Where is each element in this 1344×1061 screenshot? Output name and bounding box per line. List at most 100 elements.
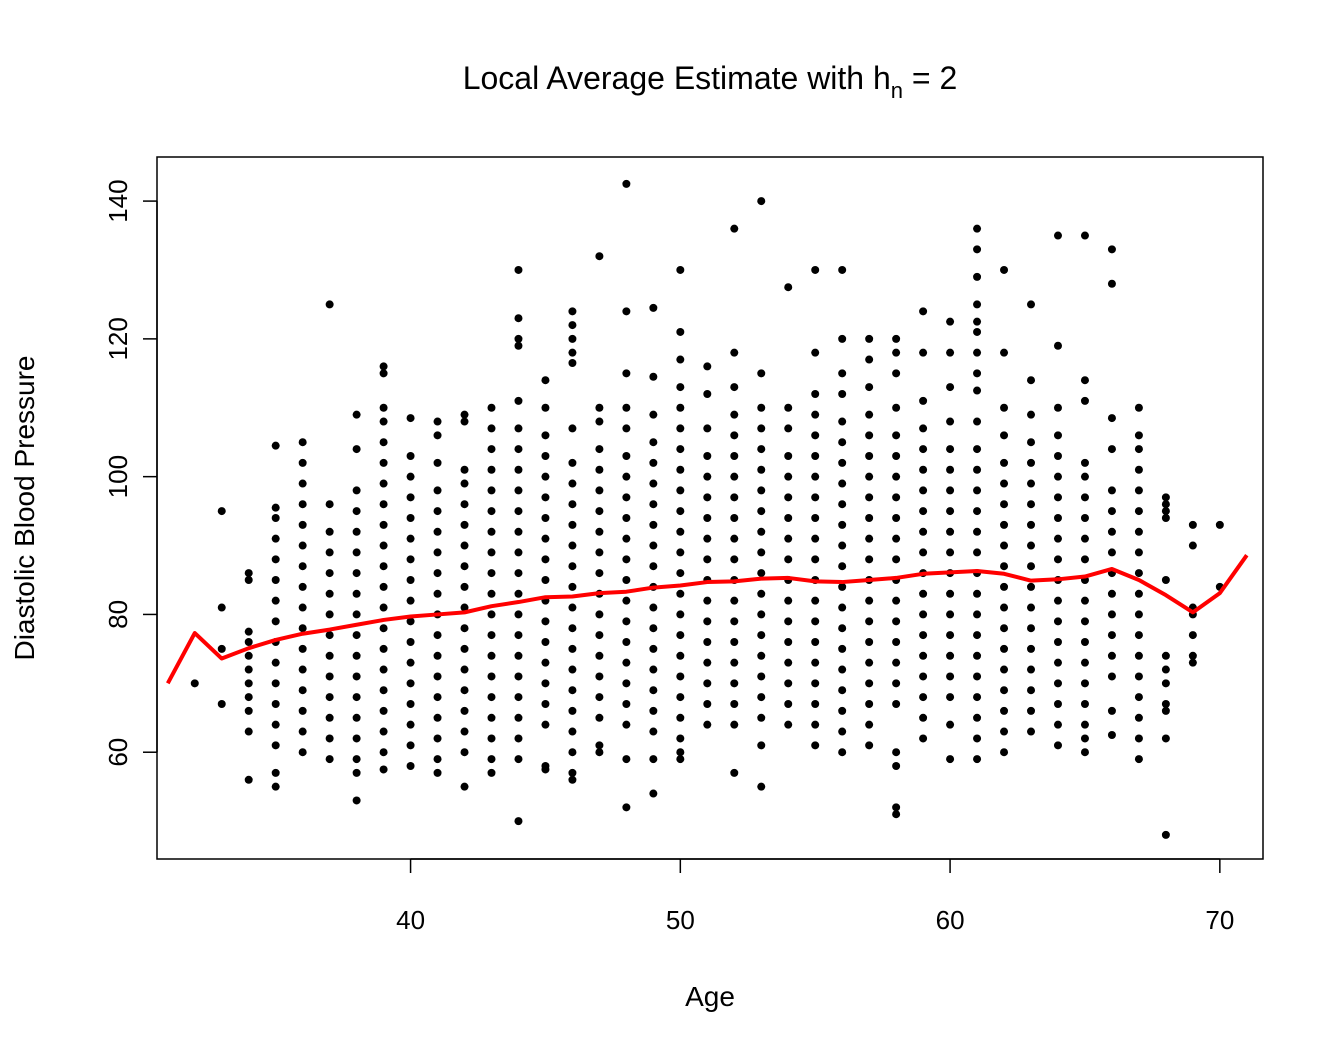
data-point	[487, 569, 496, 578]
data-point	[244, 637, 253, 646]
data-point	[514, 424, 523, 433]
data-point	[1107, 672, 1116, 681]
data-point	[244, 693, 253, 702]
data-point	[298, 748, 307, 757]
data-point	[568, 706, 577, 715]
data-point	[865, 720, 874, 729]
data-point	[1053, 472, 1062, 481]
data-point	[1000, 582, 1009, 591]
data-point	[1080, 534, 1089, 543]
data-point	[1027, 520, 1036, 529]
data-point	[784, 283, 793, 292]
data-point	[1134, 734, 1143, 743]
data-point	[325, 734, 334, 743]
data-point	[730, 617, 739, 626]
data-point	[676, 651, 685, 660]
data-point	[811, 699, 820, 708]
data-point	[595, 672, 604, 681]
data-point	[784, 720, 793, 729]
data-point	[406, 761, 415, 770]
data-point	[1107, 486, 1116, 495]
data-point	[1080, 617, 1089, 626]
data-point	[973, 348, 982, 357]
data-point	[1080, 493, 1089, 502]
data-point	[514, 396, 523, 405]
data-point	[514, 569, 523, 578]
data-point	[379, 479, 388, 488]
data-point	[730, 555, 739, 564]
data-point	[676, 355, 685, 364]
data-point	[757, 782, 766, 791]
data-point	[973, 507, 982, 516]
data-point	[541, 403, 550, 412]
data-point	[1000, 431, 1009, 440]
data-point	[460, 603, 469, 612]
data-point	[892, 534, 901, 543]
data-point	[865, 596, 874, 605]
data-point	[919, 672, 928, 681]
data-point	[757, 486, 766, 495]
data-point	[730, 410, 739, 419]
data-point	[352, 651, 361, 660]
data-point	[433, 768, 442, 777]
data-point	[703, 637, 712, 646]
data-point	[406, 679, 415, 688]
data-point	[892, 748, 901, 757]
data-point	[298, 727, 307, 736]
data-point	[622, 555, 631, 564]
data-point	[460, 582, 469, 591]
data-point	[784, 451, 793, 460]
data-point	[406, 720, 415, 729]
data-point	[757, 693, 766, 702]
data-point	[1134, 672, 1143, 681]
data-point	[865, 410, 874, 419]
data-point	[595, 252, 604, 261]
data-point	[406, 493, 415, 502]
data-point	[676, 265, 685, 274]
data-point	[865, 637, 874, 646]
data-point	[1134, 693, 1143, 702]
data-point	[730, 472, 739, 481]
data-point	[892, 369, 901, 378]
data-point	[838, 541, 847, 550]
data-point	[406, 414, 415, 423]
data-point	[622, 637, 631, 646]
data-point	[298, 603, 307, 612]
data-point	[514, 589, 523, 598]
data-point	[487, 713, 496, 722]
data-point	[784, 679, 793, 688]
data-point	[514, 265, 523, 274]
data-point	[676, 548, 685, 557]
data-point	[595, 651, 604, 660]
data-point	[379, 582, 388, 591]
data-point	[919, 396, 928, 405]
data-point	[1000, 665, 1009, 674]
data-point	[730, 224, 739, 233]
data-point	[595, 486, 604, 495]
data-point	[946, 589, 955, 598]
data-point	[919, 307, 928, 316]
data-point	[487, 403, 496, 412]
data-point	[514, 465, 523, 474]
data-point	[1161, 830, 1170, 839]
data-point	[919, 589, 928, 598]
data-point	[622, 472, 631, 481]
data-point	[298, 644, 307, 653]
data-point	[244, 727, 253, 736]
data-point	[1080, 396, 1089, 405]
data-point	[1134, 445, 1143, 454]
data-point	[649, 458, 658, 467]
data-point	[1161, 734, 1170, 743]
data-point	[1053, 637, 1062, 646]
data-point	[298, 458, 307, 467]
data-point	[757, 569, 766, 578]
data-point	[325, 500, 334, 509]
data-point	[487, 768, 496, 777]
data-point	[973, 327, 982, 336]
data-point	[1053, 720, 1062, 729]
data-point	[973, 631, 982, 640]
data-point	[919, 465, 928, 474]
data-point	[271, 503, 280, 512]
data-point	[730, 699, 739, 708]
data-point	[244, 569, 253, 578]
